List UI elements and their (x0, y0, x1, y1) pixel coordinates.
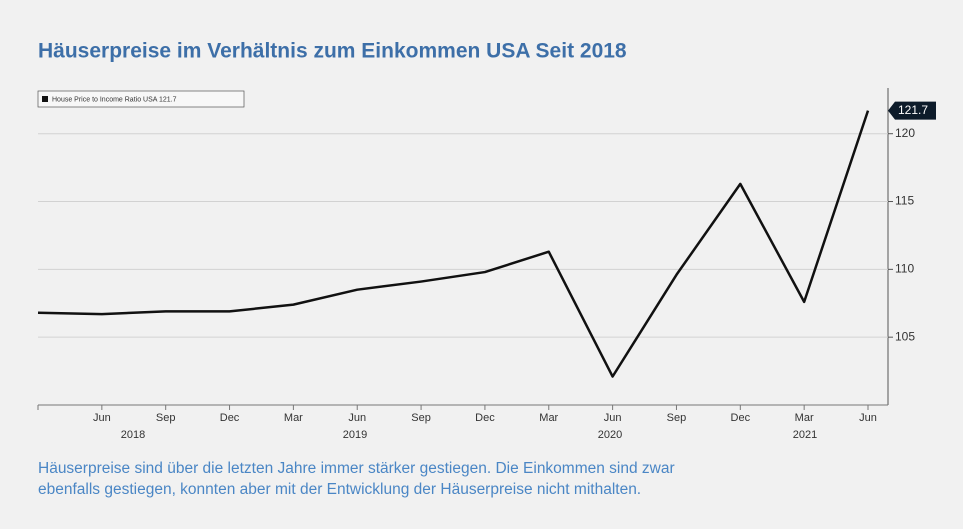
x-tick-label: Dec (220, 412, 240, 424)
x-tick-label: Jun (859, 412, 877, 424)
year-label: 2020 (598, 429, 622, 441)
year-label: 2021 (793, 429, 817, 441)
x-tick-label: Sep (411, 412, 431, 424)
x-tick-label: Sep (667, 412, 687, 424)
year-label: 2018 (121, 429, 145, 441)
y-tick-label: 110 (895, 262, 914, 276)
x-tick-label: Mar (284, 412, 303, 424)
legend-swatch (42, 96, 48, 102)
x-tick-label: Jun (604, 412, 622, 424)
x-tick-label: Dec (731, 412, 751, 424)
line-series (37, 110, 870, 378)
y-tick-label: 105 (895, 329, 915, 343)
year-label: 2019 (343, 429, 367, 441)
x-tick-label: Jun (93, 412, 111, 424)
x-tick-label: Sep (156, 412, 176, 424)
x-tick-label: Dec (475, 412, 495, 424)
y-tick-label: 120 (895, 126, 915, 140)
x-tick-label: Jun (348, 412, 366, 424)
caption-line: Häuserpreise sind über die letzten Jahre… (38, 460, 675, 477)
y-tick-label: 115 (895, 194, 914, 208)
last-value-label: 121.7 (898, 103, 928, 117)
last-value-box (888, 101, 936, 120)
caption-line: ebenfalls gestiegen, konnten aber mit de… (38, 481, 641, 498)
legend-label: House Price to Income Ratio USA 121.7 (52, 96, 177, 103)
x-tick-label: Mar (539, 412, 558, 424)
x-tick-label: Mar (795, 412, 814, 424)
chart-title: Häuserpreise im Verhältnis zum Einkommen… (38, 40, 627, 63)
legend (37, 90, 245, 108)
